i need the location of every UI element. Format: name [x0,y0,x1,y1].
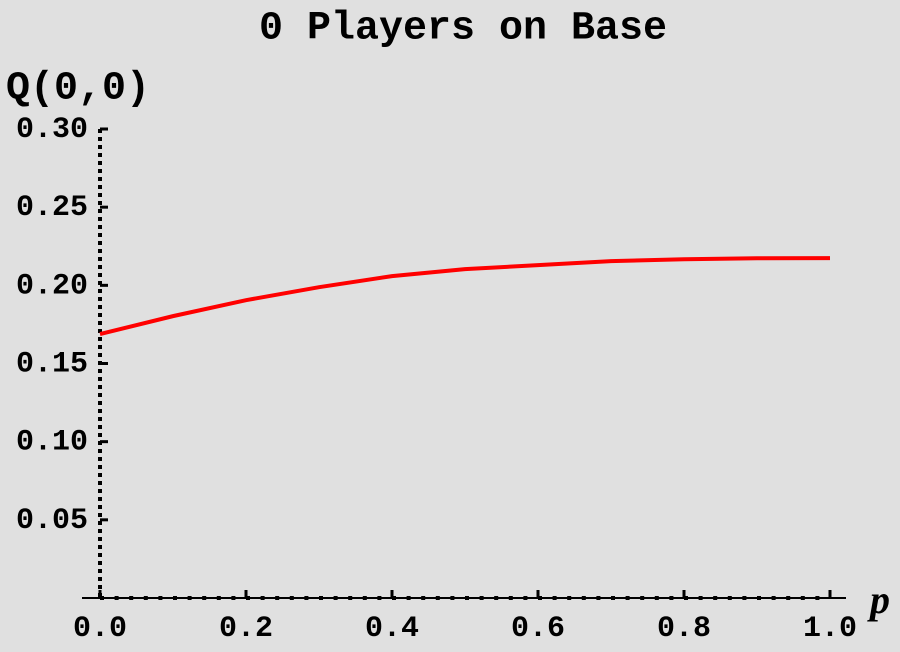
line [99,256,831,337]
x-tick-label: 0.8 [657,612,711,646]
y-tick-label: 0.05 [16,504,88,538]
y-axis-label: Q(0,0) [6,67,150,112]
y-tick-label: 0.15 [16,347,88,381]
y-tick-label: 0.20 [16,269,88,303]
x-tick-label: 0.2 [219,612,273,646]
x-axis-label: p [867,577,890,622]
y-tick-label: 0.10 [16,426,88,460]
x-tick-label: 0.4 [365,612,419,646]
y-tick-label: 0.30 [16,113,88,147]
x-tick-label: 1.0 [803,612,857,646]
chart-title: 0 Players on Base [259,7,667,52]
x-tick-label: 0.0 [73,612,127,646]
y-tick-label: 0.25 [16,191,88,225]
x-tick-label: 0.6 [511,612,565,646]
